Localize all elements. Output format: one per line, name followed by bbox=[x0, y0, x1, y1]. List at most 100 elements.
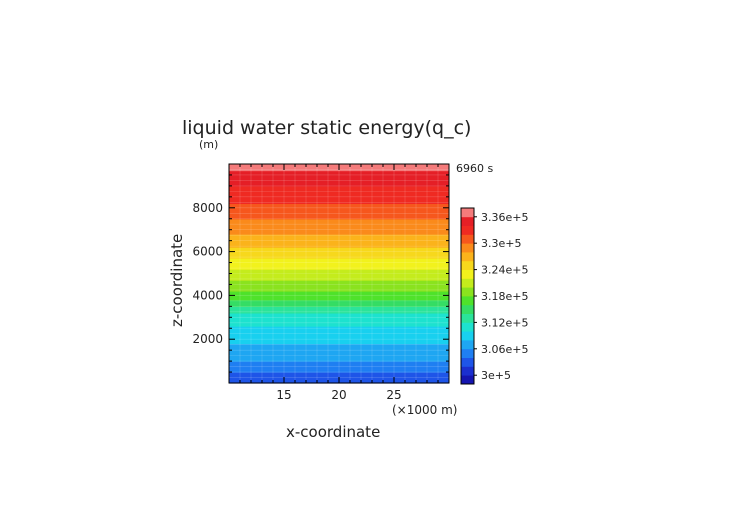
field-band bbox=[229, 234, 449, 237]
field-band bbox=[229, 356, 449, 360]
axes: 15 20 25 2000 4000 6000 8000 bbox=[192, 164, 450, 402]
colorbar-swatch bbox=[461, 366, 474, 376]
y-tick-label: 4000 bbox=[192, 288, 223, 302]
field-band bbox=[229, 172, 449, 176]
field-band bbox=[229, 284, 449, 288]
field-band bbox=[229, 209, 449, 213]
field-band bbox=[229, 304, 449, 307]
x-unit-label: (×1000 m) bbox=[392, 403, 457, 417]
field-band bbox=[229, 280, 449, 283]
field-band bbox=[229, 308, 449, 312]
field-band bbox=[229, 273, 449, 277]
field-band bbox=[229, 367, 449, 371]
colorbar-swatch bbox=[461, 216, 474, 226]
field-band bbox=[229, 323, 449, 327]
field-band bbox=[229, 174, 449, 178]
y-axis-label: z-coordinate bbox=[168, 234, 186, 327]
field-band bbox=[229, 306, 449, 310]
time-label: 6960 s bbox=[456, 162, 493, 175]
field-band bbox=[229, 247, 449, 251]
colorbar-swatch bbox=[461, 357, 474, 367]
chart-title: liquid water static energy(q_c) bbox=[182, 117, 471, 139]
field-band bbox=[229, 282, 449, 286]
field-band bbox=[229, 299, 449, 303]
field-band bbox=[229, 369, 449, 373]
field-band bbox=[229, 231, 449, 235]
field-band bbox=[229, 229, 449, 233]
field-band bbox=[229, 361, 449, 364]
field-band bbox=[229, 350, 449, 353]
field-band bbox=[229, 328, 449, 332]
field-band bbox=[229, 212, 449, 215]
colorbar-swatch bbox=[461, 287, 474, 297]
y-unit-label: (m) bbox=[199, 138, 218, 151]
field-band bbox=[229, 358, 449, 362]
grid-lines bbox=[229, 164, 449, 383]
field-band bbox=[229, 345, 449, 349]
field-band bbox=[229, 321, 449, 325]
field-band bbox=[229, 177, 449, 180]
field-band bbox=[229, 190, 449, 194]
field-band bbox=[229, 242, 449, 246]
y-tick-label: 2000 bbox=[192, 332, 223, 346]
x-tick-label: 20 bbox=[331, 388, 346, 402]
field-band bbox=[229, 258, 449, 261]
field-band bbox=[229, 245, 449, 248]
x-tick-label: 25 bbox=[386, 388, 401, 402]
colorbar-swatch bbox=[461, 296, 474, 306]
field-band bbox=[229, 181, 449, 185]
field-band bbox=[229, 218, 449, 222]
field-band bbox=[229, 253, 449, 257]
field-band bbox=[229, 347, 449, 351]
field-band bbox=[229, 277, 449, 281]
field-band bbox=[229, 372, 449, 375]
field-band bbox=[229, 337, 449, 340]
field-band bbox=[229, 262, 449, 266]
field-band bbox=[229, 201, 449, 205]
field-band bbox=[229, 341, 449, 345]
field-band bbox=[229, 185, 449, 189]
field-band bbox=[229, 192, 449, 196]
field-band bbox=[229, 188, 449, 191]
field-band bbox=[229, 332, 449, 336]
field-band bbox=[229, 223, 449, 226]
colorbar-swatch bbox=[461, 278, 474, 288]
field-band bbox=[229, 315, 449, 318]
y-tick-label: 8000 bbox=[192, 201, 223, 215]
field-band bbox=[229, 266, 449, 270]
x-axis-label: x-coordinate bbox=[286, 423, 380, 441]
colorbar-swatch bbox=[461, 252, 474, 262]
field-band bbox=[229, 301, 449, 305]
colorbar-tick-label: 3.3e+5 bbox=[481, 237, 521, 250]
field-band bbox=[229, 179, 449, 183]
field-band bbox=[229, 363, 449, 367]
field-band bbox=[229, 240, 449, 244]
field-band bbox=[229, 288, 449, 292]
field-band bbox=[229, 238, 449, 242]
field-band bbox=[229, 183, 449, 187]
field-band bbox=[229, 260, 449, 264]
field-band bbox=[229, 334, 449, 338]
field-band bbox=[229, 205, 449, 209]
colorbar-tick-label: 3.06e+5 bbox=[481, 343, 528, 356]
field-band bbox=[229, 326, 449, 329]
colorbar-tick-label: 3.24e+5 bbox=[481, 264, 528, 277]
field-band bbox=[229, 255, 449, 259]
field-band bbox=[229, 295, 449, 299]
field-band bbox=[229, 227, 449, 231]
field-band bbox=[229, 203, 449, 207]
field-band bbox=[229, 214, 449, 218]
field-band bbox=[229, 319, 449, 323]
field-band bbox=[229, 374, 449, 378]
colorbar-swatch bbox=[461, 234, 474, 244]
field-band bbox=[229, 207, 449, 211]
colorbar-swatch bbox=[461, 260, 474, 270]
field-band bbox=[229, 269, 449, 272]
field-band bbox=[229, 196, 449, 200]
field-band bbox=[229, 225, 449, 229]
colorbar-swatch bbox=[461, 304, 474, 314]
field-band bbox=[229, 343, 449, 347]
field-band bbox=[229, 365, 449, 369]
colorbar-swatch bbox=[461, 269, 474, 279]
